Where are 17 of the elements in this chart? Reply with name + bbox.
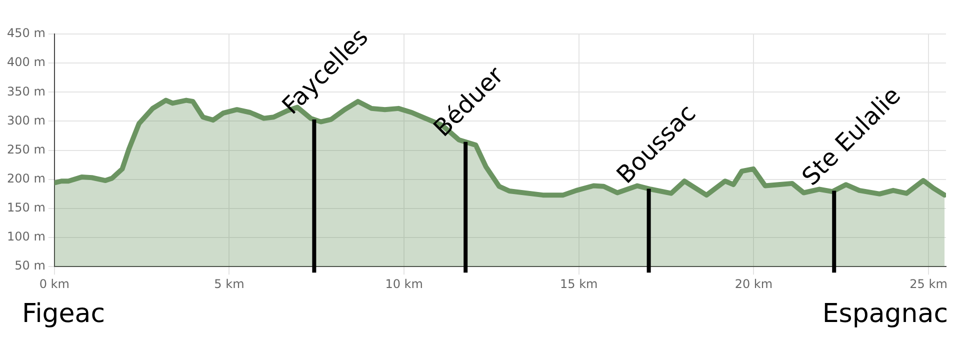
y-tick-label: 400 m <box>6 55 46 70</box>
y-tick-label: 350 m <box>6 84 46 98</box>
x-tick-label: 25 km <box>910 276 948 291</box>
x-tick-label: 15 km <box>560 276 598 291</box>
x-tick-label: 10 km <box>385 276 423 291</box>
y-tick-label: 150 m <box>6 200 46 215</box>
y-tick-label: 450 m <box>6 26 46 40</box>
y-tick-label: 250 m <box>6 142 46 156</box>
x-tick-label: 5 km <box>214 276 244 291</box>
y-tick-label: 300 m <box>6 113 46 128</box>
x-tick-label: 0 km <box>39 276 70 291</box>
y-tick-label: 100 m <box>6 230 46 244</box>
x-tick-label: 20 km <box>734 276 773 291</box>
y-tick-label: 50 m <box>14 258 46 273</box>
y-tick-label: 200 m <box>6 172 46 186</box>
text: Espagnac <box>822 299 948 329</box>
text: Figeac <box>22 299 106 329</box>
